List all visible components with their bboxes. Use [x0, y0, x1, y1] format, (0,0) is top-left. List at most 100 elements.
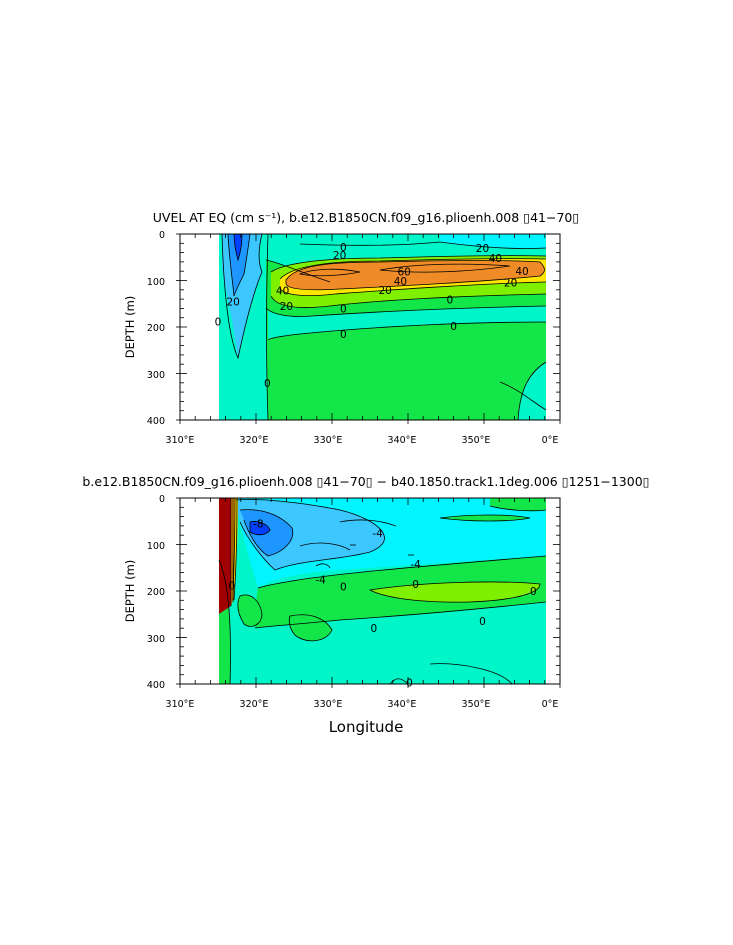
contour-label: 0: [264, 378, 271, 390]
contour-line: [249, 521, 271, 536]
fill-green-surface-east: [490, 498, 546, 511]
contour-label: 0: [228, 580, 235, 592]
contour-line: [379, 263, 511, 273]
panel-bottom-x-tick: 350°E: [462, 699, 491, 710]
contour-line: [489, 505, 547, 512]
panel-bottom-y-tick: 300: [147, 634, 165, 645]
contour-line: [232, 498, 236, 601]
contour-line: [227, 234, 251, 297]
contour-label: -4: [372, 528, 383, 540]
contour-line: [429, 663, 513, 684]
contour-line: [235, 499, 385, 571]
contour-label: -4: [410, 559, 421, 571]
panel-bottom: b.e12.B1850CN.f09_g16.plioenh.008 ▯41−70…: [82, 474, 649, 736]
contour-line: [517, 361, 547, 420]
fill-green-streak-east: [440, 515, 530, 521]
panel-top-y-tick: 100: [147, 277, 165, 288]
contour-label: 0: [370, 623, 377, 635]
panel-top-y-tick: 400: [147, 416, 165, 427]
contour-label: 0: [450, 321, 457, 333]
panel-top-x-tick: 330°E: [314, 435, 343, 446]
contour-line: [270, 293, 547, 308]
fill-green-mid-patch: [289, 614, 332, 641]
panel-top-contour-lines: [221, 234, 547, 420]
x-axis-label: Longitude: [329, 718, 404, 736]
contour-line: [339, 519, 397, 527]
contour-line: [218, 559, 231, 684]
contour-label: 0: [530, 586, 537, 598]
fill-light-green-lens: [370, 582, 540, 603]
contour-label: 60: [398, 267, 411, 279]
contour-label: 40: [515, 266, 528, 278]
contour-label: 20: [280, 301, 293, 313]
fill-orange-jet-core: [286, 260, 545, 290]
panel-bottom-x-tick: 0°E: [542, 699, 559, 710]
contour-label: -8: [253, 519, 263, 531]
contour-label: 20: [227, 296, 240, 308]
panel-bottom-x-tick: 320°E: [240, 699, 269, 710]
panel-bottom-contour-fill: [218, 498, 547, 684]
contour-label: 0: [406, 678, 413, 690]
contour-line: [439, 514, 531, 522]
contour-label: 40: [489, 253, 502, 265]
panel-top-ticks: [176, 233, 561, 424]
fill-blue-core: [250, 521, 270, 535]
contour-line: [257, 555, 547, 589]
contour-line: [267, 321, 547, 341]
contour-line: [389, 678, 409, 684]
panel-top-y-axis-label: DEPTH (m): [123, 296, 137, 359]
contour-line: [265, 259, 331, 283]
panel-top-x-tick: 0°E: [542, 435, 559, 446]
contour-label: 0: [340, 303, 347, 315]
panel-top-x-tick: 320°E: [240, 435, 269, 446]
contour-label: 0: [340, 329, 347, 341]
contour-line: [254, 601, 547, 629]
panel-top-x-tick: 340°E: [388, 435, 417, 446]
panel-bottom-y-axis-label: DEPTH (m): [123, 560, 137, 623]
panel-top-x-tick: 350°E: [462, 435, 491, 446]
contour-line: [299, 542, 351, 551]
fill-blue-core-west: [234, 234, 242, 260]
contour-label: 40: [394, 276, 407, 288]
contour-label: 0: [215, 316, 222, 328]
contour-line: [285, 260, 545, 291]
contour-line: [233, 234, 243, 262]
contour-line: [299, 241, 441, 246]
panel-bottom-x-tick: 330°E: [314, 699, 343, 710]
contour-label: 0: [340, 242, 347, 254]
contour-line: [288, 614, 333, 642]
contour-label: 0: [446, 295, 453, 307]
panel-bottom-y-tick: 400: [147, 680, 165, 691]
contour-label: 20: [333, 250, 346, 262]
contour-line: [298, 268, 361, 277]
contour-label: 0: [412, 579, 419, 591]
contour-label: 0: [340, 581, 347, 593]
contour-line: [265, 305, 547, 317]
contour-line: [233, 498, 238, 601]
contour-line: [279, 281, 547, 296]
panel-bottom-y-tick: 200: [147, 587, 165, 598]
panel-top-contour-fill: [219, 234, 547, 420]
contour-line: [499, 381, 547, 411]
panel-bottom-ticks: [176, 497, 561, 688]
panel-top-x-tick: 310°E: [166, 435, 195, 446]
contour-line: [368, 581, 541, 603]
panel-bottom-contour-label-layer: -8 -4 -4 -4 0 0 0 0 0 0 0: [228, 519, 536, 690]
panel-bottom-x-tick: 310°E: [166, 699, 195, 710]
contour-label: 40: [276, 286, 289, 298]
fill-green-deep-patch: [237, 594, 262, 627]
panel-top-y-tick: 200: [147, 323, 165, 334]
contour-label: 20: [379, 285, 392, 297]
panel-top-y-tick: 300: [147, 370, 165, 381]
contour-line: [270, 255, 547, 273]
contour-line: [315, 563, 331, 569]
contour-line: [237, 594, 263, 627]
contour-label: -4: [315, 574, 326, 586]
contour-label: 20: [476, 243, 489, 255]
panel-bottom-x-tick: 340°E: [388, 699, 417, 710]
fill-dark-red-boundary: [219, 498, 231, 614]
panel-bottom-y-tick: 0: [159, 494, 165, 505]
panel-bottom-y-tick: 100: [147, 541, 165, 552]
panel-top: UVEL AT EQ (cm s⁻¹), b.e12.B1850CN.f09_g…: [123, 210, 579, 446]
